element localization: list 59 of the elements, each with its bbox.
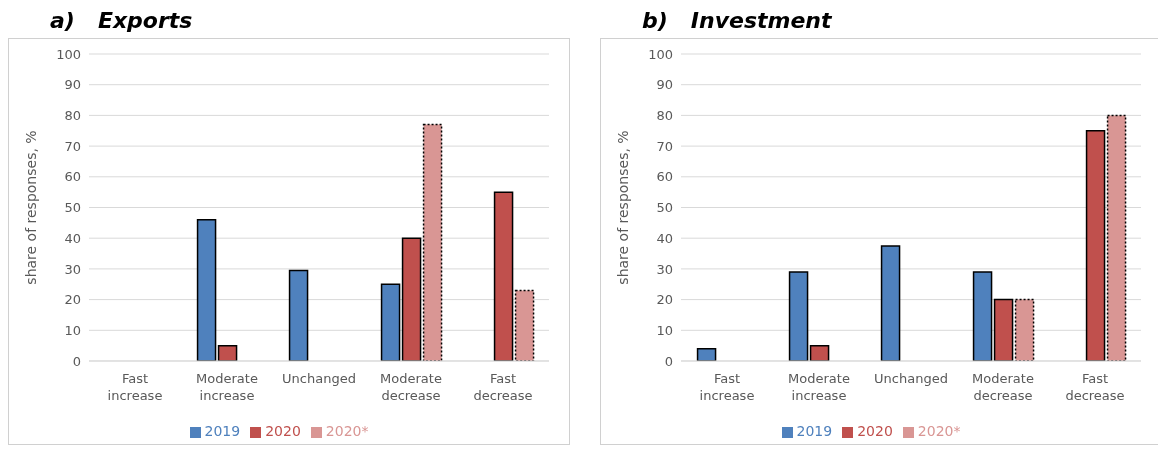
y-tick-label: 10 (656, 322, 673, 338)
x-tick-label: Unchanged (282, 371, 356, 386)
y-tick-label: 100 (648, 46, 673, 62)
bar (788, 271, 809, 361)
bar (288, 269, 309, 361)
chart-title: a) Exports (49, 8, 194, 35)
bar (493, 191, 514, 361)
legend-label: 2019 (796, 423, 833, 439)
y-tick-label: 40 (64, 230, 81, 246)
y-tick-label: 80 (656, 108, 673, 124)
bar (217, 344, 238, 361)
legend-label: 2019 (204, 423, 241, 439)
y-tick-label: 70 (656, 138, 673, 154)
y-tick-label: 70 (64, 138, 81, 154)
y-tick-label: 60 (656, 169, 673, 185)
y-tick-label: 40 (656, 230, 673, 246)
legend-label: 2020* (325, 423, 369, 439)
y-tick-label: 60 (64, 169, 81, 185)
x-tick-label: Unchanged (874, 371, 948, 386)
x-tick-label: Moderate decrease (380, 371, 442, 403)
x-tick-label: Fast increase (107, 371, 163, 403)
bar (196, 219, 217, 361)
y-tick-label: 20 (64, 292, 81, 308)
bar (993, 298, 1014, 361)
bar (1085, 130, 1106, 361)
x-tick-label: Moderate decrease (972, 371, 1034, 403)
bar (422, 123, 443, 361)
y-tick-label: 10 (64, 322, 81, 338)
y-tick-label: 20 (656, 292, 673, 308)
legend-label: 2020 (265, 423, 301, 439)
bar (972, 271, 993, 361)
x-tick-label: Moderate increase (196, 371, 258, 403)
bar (380, 283, 401, 361)
x-tick-label: Moderate increase (788, 371, 850, 403)
y-tick-label: 50 (64, 200, 81, 216)
y-axis-title: share of responses, % (614, 130, 631, 285)
bar (1106, 114, 1127, 361)
bar (880, 245, 901, 361)
y-tick-label: 0 (664, 353, 673, 369)
bar (809, 344, 830, 361)
x-tick-label: Fast decrease (473, 371, 533, 403)
bar (401, 237, 422, 361)
bar (514, 289, 535, 361)
x-tick-label: Fast decrease (1065, 371, 1125, 403)
y-tick-label: 90 (64, 77, 81, 93)
y-tick-label: 30 (64, 261, 81, 277)
legend-label: 2020 (857, 423, 893, 439)
y-tick-label: 90 (656, 77, 673, 93)
y-tick-label: 30 (656, 261, 673, 277)
y-tick-label: 0 (72, 353, 81, 369)
legend-label: 2020* (917, 423, 961, 439)
y-tick-label: 80 (64, 108, 81, 124)
x-tick-label: Fast increase (699, 371, 755, 403)
y-tick-label: 50 (656, 200, 673, 216)
y-axis-title: share of responses, % (22, 130, 39, 285)
chart-title: b) Investment (641, 8, 833, 35)
bar (696, 347, 717, 361)
y-tick-label: 100 (56, 46, 81, 62)
bar (1014, 298, 1035, 361)
